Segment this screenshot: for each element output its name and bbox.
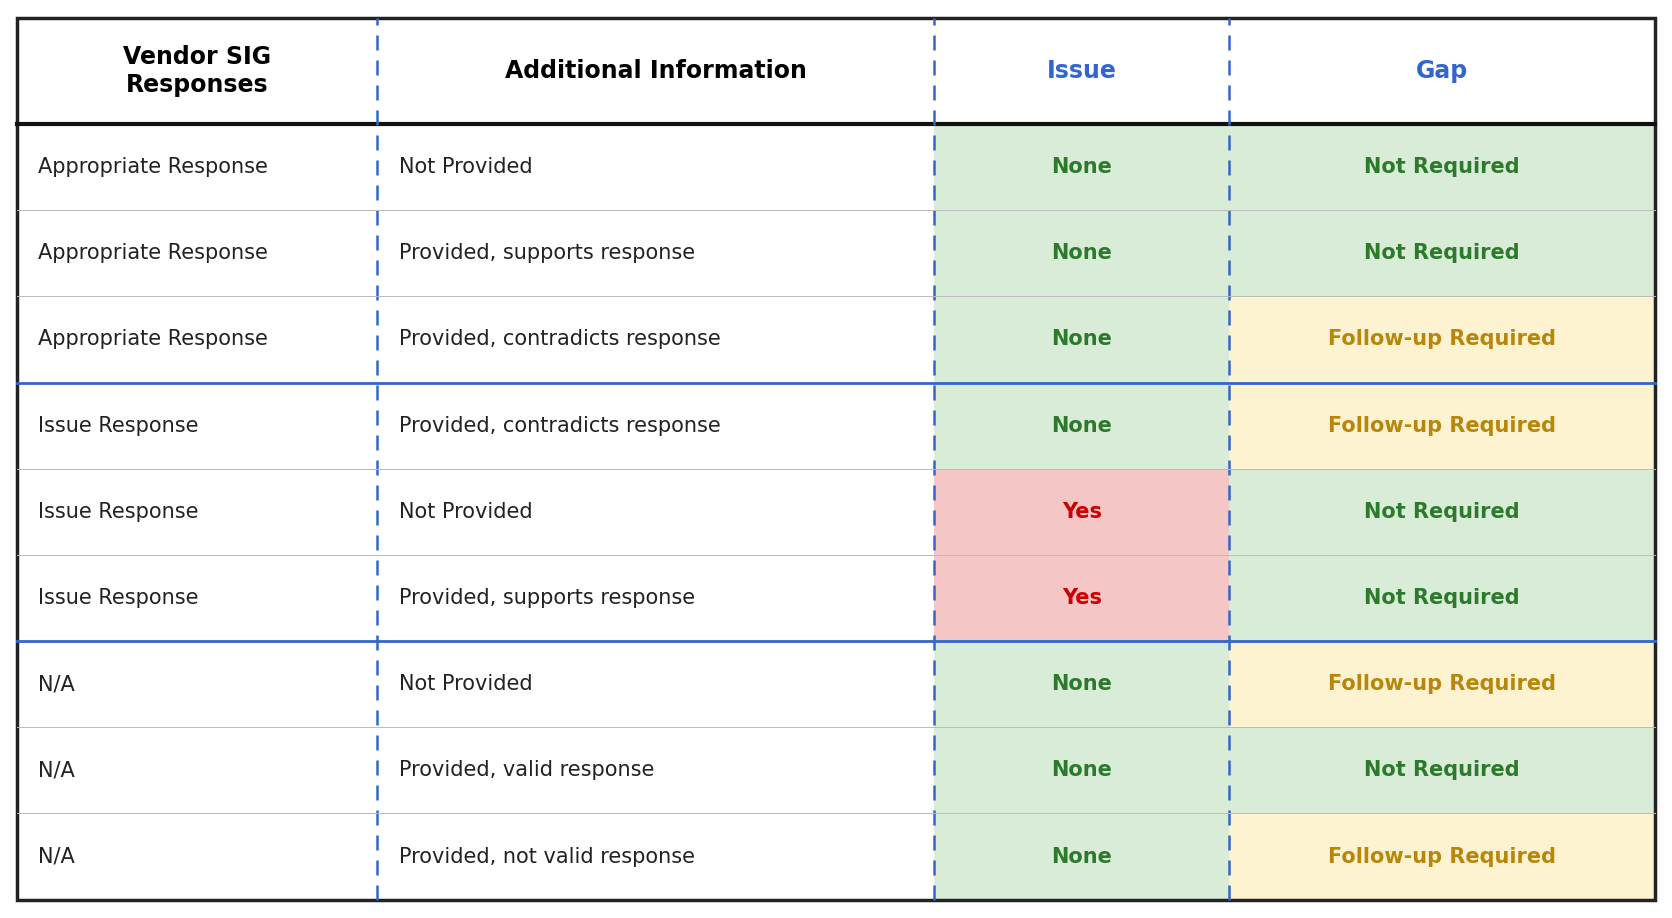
Text: None: None	[1052, 416, 1112, 436]
Text: Appropriate Response: Appropriate Response	[38, 243, 268, 263]
Bar	[935, 554, 1229, 641]
Bar	[378, 383, 935, 469]
Bar	[17, 297, 378, 383]
Bar	[935, 297, 1229, 383]
Bar	[17, 469, 378, 554]
Bar	[378, 124, 935, 210]
Bar	[935, 469, 1229, 554]
Text: Not Required: Not Required	[1364, 588, 1520, 608]
Bar	[378, 18, 935, 124]
Text: Yes: Yes	[1062, 588, 1102, 608]
Text: Not Provided: Not Provided	[398, 502, 532, 521]
Text: None: None	[1052, 243, 1112, 263]
Bar	[935, 813, 1229, 900]
Bar	[378, 297, 935, 383]
Bar	[1229, 383, 1655, 469]
Bar	[378, 210, 935, 297]
Bar	[935, 641, 1229, 727]
Text: Follow-up Required: Follow-up Required	[1328, 846, 1557, 867]
Bar	[17, 18, 378, 124]
Text: N/A: N/A	[38, 760, 75, 780]
Text: Follow-up Required: Follow-up Required	[1328, 330, 1557, 350]
Bar	[935, 124, 1229, 210]
Bar	[1229, 641, 1655, 727]
Bar	[17, 813, 378, 900]
Text: N/A: N/A	[38, 674, 75, 694]
Bar	[17, 554, 378, 641]
Text: Appropriate Response: Appropriate Response	[38, 157, 268, 177]
Bar	[1229, 813, 1655, 900]
Bar	[17, 383, 378, 469]
Text: Not Required: Not Required	[1364, 157, 1520, 177]
Text: Provided, contradicts response: Provided, contradicts response	[398, 416, 721, 436]
Bar	[1229, 18, 1655, 124]
Text: None: None	[1052, 846, 1112, 867]
Text: None: None	[1052, 330, 1112, 350]
Bar	[1229, 210, 1655, 297]
Text: Not Required: Not Required	[1364, 502, 1520, 521]
Bar	[1229, 469, 1655, 554]
Bar	[1229, 124, 1655, 210]
Bar	[1229, 554, 1655, 641]
Text: Issue: Issue	[1047, 59, 1117, 84]
Text: None: None	[1052, 760, 1112, 780]
Text: Provided, supports response: Provided, supports response	[398, 243, 694, 263]
Text: Not Required: Not Required	[1364, 243, 1520, 263]
Text: Not Provided: Not Provided	[398, 157, 532, 177]
Text: Issue Response: Issue Response	[38, 416, 199, 436]
Bar	[17, 124, 378, 210]
Text: Provided, not valid response: Provided, not valid response	[398, 846, 694, 867]
Text: Follow-up Required: Follow-up Required	[1328, 674, 1557, 694]
Bar	[935, 18, 1229, 124]
Bar	[1229, 297, 1655, 383]
Bar	[378, 813, 935, 900]
Text: None: None	[1052, 674, 1112, 694]
Text: Gap: Gap	[1416, 59, 1468, 84]
Bar	[1229, 727, 1655, 813]
Text: Provided, valid response: Provided, valid response	[398, 760, 654, 780]
Text: Issue Response: Issue Response	[38, 588, 199, 608]
Text: Follow-up Required: Follow-up Required	[1328, 416, 1557, 436]
Bar	[17, 727, 378, 813]
Bar	[378, 727, 935, 813]
Text: Yes: Yes	[1062, 502, 1102, 521]
Bar	[17, 210, 378, 297]
Text: Not Required: Not Required	[1364, 760, 1520, 780]
Bar	[935, 210, 1229, 297]
Text: Provided, contradicts response: Provided, contradicts response	[398, 330, 721, 350]
Bar	[17, 641, 378, 727]
Bar	[378, 554, 935, 641]
Text: Provided, supports response: Provided, supports response	[398, 588, 694, 608]
Text: Not Provided: Not Provided	[398, 674, 532, 694]
Bar	[935, 727, 1229, 813]
Bar	[378, 641, 935, 727]
Text: Appropriate Response: Appropriate Response	[38, 330, 268, 350]
Text: N/A: N/A	[38, 846, 75, 867]
Bar	[935, 383, 1229, 469]
Text: Issue Response: Issue Response	[38, 502, 199, 521]
Text: Vendor SIG
Responses: Vendor SIG Responses	[124, 45, 271, 97]
Text: Additional Information: Additional Information	[505, 59, 806, 84]
Bar	[378, 469, 935, 554]
Text: None: None	[1052, 157, 1112, 177]
